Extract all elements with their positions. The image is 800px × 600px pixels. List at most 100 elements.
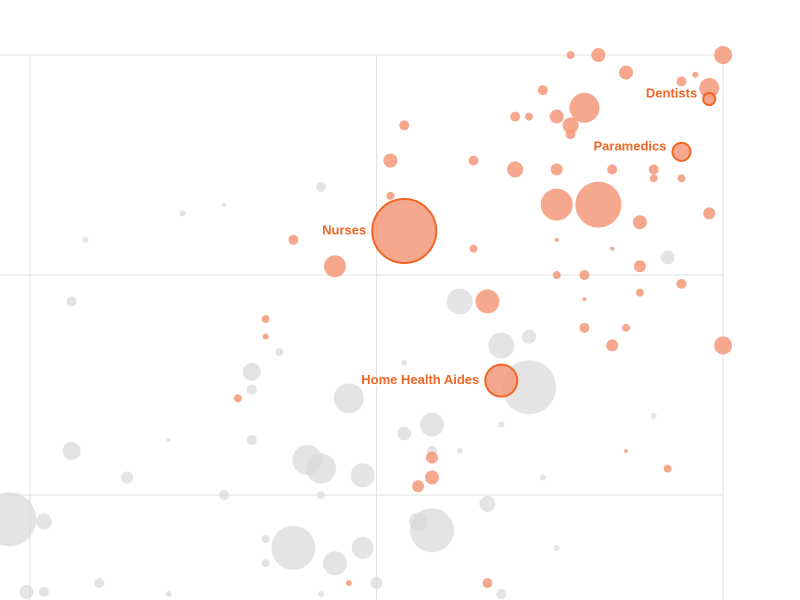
bubble [676, 278, 687, 289]
bubble [496, 589, 507, 600]
bubble [397, 426, 412, 441]
bubble [350, 463, 375, 488]
bubble [648, 164, 659, 175]
bubble [635, 288, 644, 297]
bubble [94, 578, 105, 589]
bubble [525, 112, 534, 121]
bubble [540, 188, 573, 221]
bubble [317, 491, 326, 500]
bubble [479, 495, 496, 512]
bubble [468, 155, 479, 166]
bubble [562, 117, 579, 134]
bubble [650, 412, 657, 419]
bubble [565, 129, 576, 140]
bubble [552, 271, 561, 280]
bubble [624, 449, 629, 454]
bubble [550, 163, 563, 176]
bubble [323, 255, 346, 278]
bubble [121, 471, 134, 484]
bubble [619, 65, 634, 80]
bubble [166, 438, 171, 443]
bubble [591, 48, 606, 63]
bubble [469, 244, 478, 253]
bubble [660, 250, 675, 265]
bubble [62, 442, 81, 461]
bubble [498, 421, 505, 428]
bubble [692, 71, 699, 78]
bubble [233, 394, 242, 403]
bubble [412, 480, 425, 493]
bubble [261, 535, 270, 544]
bubble [66, 296, 77, 307]
bubble [582, 297, 587, 302]
bubble [425, 451, 438, 464]
bubble [537, 85, 548, 96]
bubble [699, 78, 720, 99]
bubble [579, 270, 590, 281]
bubble [507, 161, 524, 178]
bubble [633, 260, 646, 273]
point-label: Home Health Aides [361, 372, 479, 387]
highlighted-bubble [702, 92, 717, 107]
bubble [488, 332, 515, 359]
bubble [409, 508, 454, 553]
bubble [510, 111, 521, 122]
bubble [703, 207, 716, 220]
bubble [446, 288, 473, 315]
bubble [306, 453, 337, 484]
bubble [663, 464, 672, 473]
bubble [351, 536, 374, 559]
bubble [579, 322, 590, 333]
bubble [165, 591, 172, 598]
highlighted-bubble [484, 363, 519, 398]
bubble [632, 215, 647, 230]
bubble [714, 46, 733, 65]
bubble [482, 578, 493, 589]
bubble [82, 236, 89, 243]
bubble [522, 329, 537, 344]
bubble [606, 339, 619, 352]
bubble [271, 525, 316, 570]
bubble [370, 577, 383, 590]
bubble [219, 490, 230, 501]
bubble [288, 234, 299, 245]
bubble [179, 210, 186, 217]
point-label: Nurses [322, 222, 366, 237]
bubble [386, 191, 395, 200]
point-label: Dentists [646, 85, 697, 100]
bubble [419, 412, 444, 437]
bubble [622, 323, 631, 332]
bubble [38, 586, 49, 597]
bubble [222, 202, 227, 207]
bubble [262, 333, 269, 340]
bubble [649, 174, 658, 183]
bubble [610, 246, 615, 251]
highlighted-bubble [671, 141, 692, 162]
bubble [714, 336, 733, 355]
bubble [607, 164, 618, 175]
bubble [676, 76, 687, 87]
bubble [345, 580, 352, 587]
bubble [275, 348, 284, 357]
bubble [318, 591, 325, 598]
point-label: Paramedics [593, 138, 666, 153]
bubble [242, 362, 261, 381]
bubble [539, 474, 546, 481]
bubble [424, 470, 439, 485]
bubble [0, 492, 37, 547]
bubble [566, 51, 575, 60]
bubble [553, 544, 560, 551]
bubble [322, 551, 347, 576]
bubble [246, 435, 257, 446]
bubble [401, 360, 408, 367]
bubble [261, 315, 270, 324]
bubble [19, 584, 34, 599]
bubble [575, 181, 622, 228]
bubble [246, 384, 257, 395]
bubble [475, 289, 500, 314]
bubble [383, 153, 398, 168]
bubble [554, 237, 559, 242]
highlighted-bubble [371, 198, 438, 265]
